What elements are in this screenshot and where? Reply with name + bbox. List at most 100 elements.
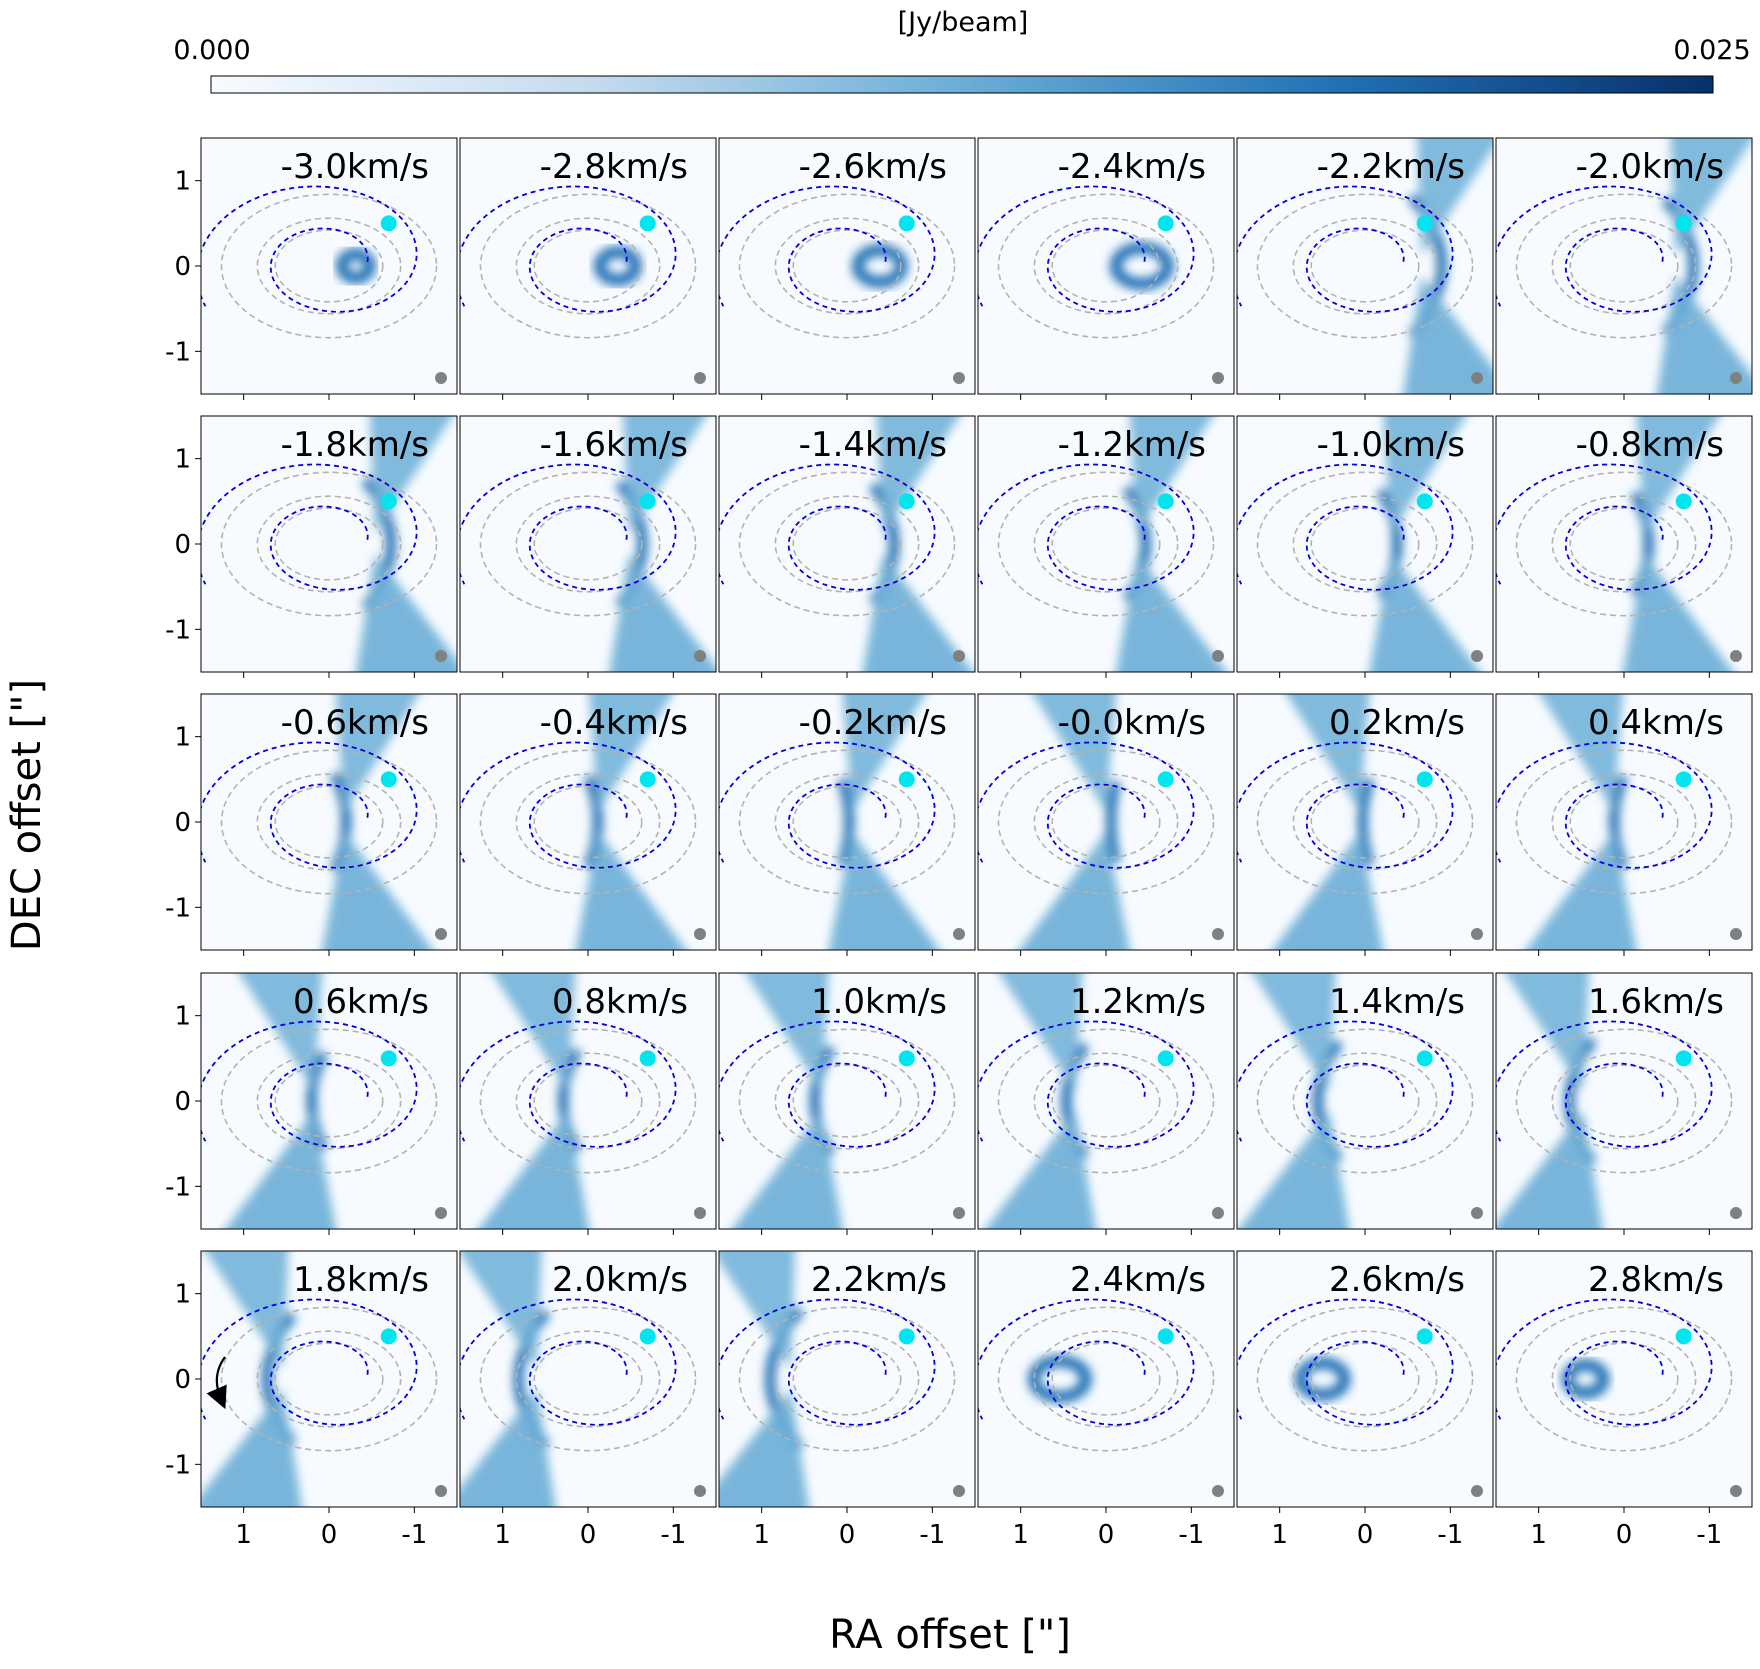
disk-ring: [1551, 495, 1697, 593]
disk-ring: [792, 1064, 902, 1138]
disk-ring: [1051, 785, 1161, 859]
emission-lower-wedge: [460, 1389, 556, 1507]
planet-marker: [1416, 215, 1433, 232]
channel-panel: -2.2km/s: [1236, 137, 1494, 400]
emission: [1294, 1357, 1351, 1401]
disk-ring: [1292, 217, 1438, 315]
disk-ring: [1515, 193, 1733, 339]
disk-ring: [1033, 1052, 1179, 1150]
beam-marker: [1730, 1485, 1742, 1497]
disk-ring: [1569, 1342, 1679, 1416]
disk-ring: [1051, 507, 1161, 581]
planet-marker: [1416, 1050, 1433, 1067]
channel-velocity-label: -1.0km/s: [1317, 425, 1465, 465]
x-tick-label: -1: [1178, 1520, 1204, 1550]
channel-velocity-label: 0.6km/s: [293, 982, 429, 1022]
disk-ring: [533, 507, 643, 581]
planet-marker: [898, 771, 915, 788]
emission-lower-wedge: [1525, 832, 1637, 950]
emission: [478, 973, 590, 1229]
beam-marker: [1730, 928, 1742, 940]
x-tick-label: -1: [1437, 1520, 1463, 1550]
channel-velocity-label: 2.8km/s: [1588, 1260, 1724, 1300]
y-tick-label: 0: [174, 1365, 191, 1395]
channel-panels: 1 0 -1 -3.0km/s -2.8km/s -2.6km/s -2.4km/s -2.2…: [165, 137, 1753, 1550]
emission-core: [1294, 1357, 1351, 1401]
disk-ring: [1551, 217, 1697, 315]
colorbar-min-label: 0.000: [173, 35, 250, 66]
beam-marker: [1471, 372, 1483, 384]
disk-ring: [1033, 773, 1179, 871]
channel-panel: -1.6km/s: [459, 415, 717, 678]
beam-marker: [1471, 928, 1483, 940]
disk-ring: [479, 193, 697, 339]
emission-lower-wedge: [1369, 554, 1481, 672]
planet-marker: [1675, 1050, 1692, 1067]
disk-ring: [774, 217, 920, 315]
planet-marker: [1675, 215, 1692, 232]
planet-marker: [1675, 493, 1692, 510]
channel-panel: -1.4km/s: [718, 415, 976, 678]
emission: [322, 694, 433, 950]
emission-upper-wedge: [1286, 694, 1370, 812]
emission-upper-wedge: [335, 694, 419, 812]
planet-marker: [1157, 493, 1174, 510]
disk-ring: [738, 471, 956, 617]
planet-marker: [1416, 771, 1433, 788]
beam-marker: [953, 650, 965, 662]
emission-lower-wedge: [1622, 554, 1734, 672]
disk-ring: [792, 785, 902, 859]
channel-panel: -2.8km/s: [459, 137, 717, 400]
disk-ring: [533, 1342, 643, 1416]
emission-inner-arc: [329, 771, 352, 873]
planet-marker: [1416, 1328, 1433, 1345]
disk-ring: [1256, 471, 1474, 617]
emission-upper-wedge: [1129, 416, 1213, 534]
emission: [828, 694, 940, 950]
planet-marker: [639, 1328, 656, 1345]
planet-marker: [380, 215, 397, 232]
disk-ring: [1515, 1028, 1733, 1174]
emission-upper-wedge: [719, 1251, 795, 1369]
channel-panel: 1 0 -1 2.8km/s: [1495, 1250, 1753, 1550]
disk-ring: [1310, 229, 1420, 303]
channel-panel: 1 0 -1 -3.0km/s: [165, 137, 458, 400]
emission-lower-wedge: [201, 1389, 303, 1507]
channel-velocity-label: -2.4km/s: [1058, 147, 1206, 187]
channel-velocity-label: 1.2km/s: [1070, 982, 1206, 1022]
planet-marker: [898, 493, 915, 510]
emission-lower-wedge: [1403, 276, 1493, 394]
disk-ring: [220, 1306, 438, 1452]
emission-inner-arc: [1106, 780, 1121, 864]
emission-core: [851, 244, 908, 288]
emission: [1525, 694, 1637, 950]
colorbar: [Jy/beam] 0.000 0.025: [173, 7, 1751, 94]
disk-ring: [274, 1342, 384, 1416]
channel-panel: -2.4km/s: [977, 137, 1235, 400]
disk-ring: [220, 749, 438, 895]
emission-core: [593, 246, 642, 286]
channel-velocity-label: -2.6km/s: [799, 147, 947, 187]
disk-ring: [792, 1342, 902, 1416]
y-tick-label: 1: [174, 1002, 191, 1032]
emission-lower-wedge: [719, 1389, 809, 1507]
disk-ring: [1569, 229, 1679, 303]
disk-ring: [997, 1306, 1215, 1452]
x-tick-label: 1: [1271, 1520, 1288, 1550]
planet-marker: [380, 1328, 397, 1345]
channel-velocity-label: -2.0km/s: [1576, 147, 1724, 187]
emission-core: [1109, 242, 1174, 290]
disk-ring: [997, 471, 1215, 617]
channel-velocity-label: 0.8km/s: [552, 982, 688, 1022]
beam-marker: [435, 1485, 447, 1497]
disk-ring: [1051, 1342, 1161, 1416]
disk-ring: [738, 1306, 956, 1452]
planet-marker: [1157, 771, 1174, 788]
emission-upper-wedge: [999, 973, 1083, 1091]
channel-panel: -1.0km/s: [1236, 415, 1494, 678]
channel-panel: 1.0km/s: [718, 972, 976, 1235]
emission-upper-wedge: [205, 1251, 289, 1369]
disk-ring: [1310, 1342, 1420, 1416]
disk-ring: [274, 785, 384, 859]
